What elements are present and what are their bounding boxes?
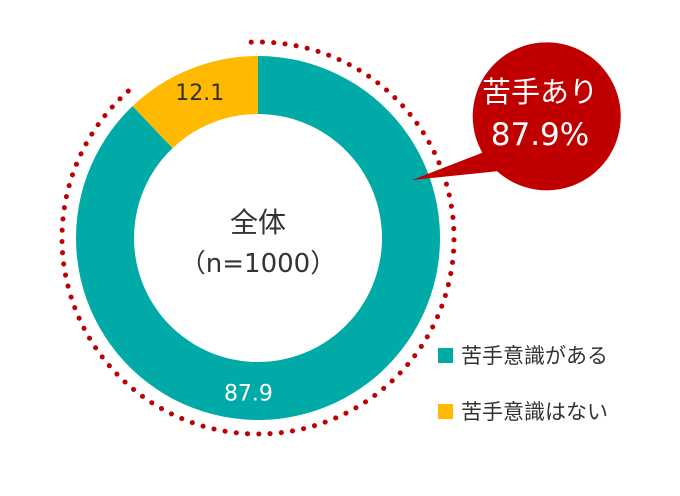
legend-swatch-aware <box>438 347 453 363</box>
slice-label-aware: 87.9 <box>224 382 273 407</box>
callout-value: 87.9% <box>491 117 589 153</box>
callout-bubble: 苦手あり 87.9% <box>412 42 621 191</box>
legend-item-not-aware: 苦手意識はない <box>438 396 608 426</box>
slice-not-aware <box>132 56 258 149</box>
slice-aware <box>75 56 441 420</box>
callout-title: 苦手あり <box>482 75 598 109</box>
donut-slices <box>75 56 441 420</box>
center-label-count: （n=1000） <box>180 249 336 279</box>
legend-swatch-not-aware <box>438 403 453 419</box>
legend-label-not-aware: 苦手意識はない <box>461 400 608 424</box>
center-label-title: 全体 <box>230 206 286 239</box>
legend-label-aware: 苦手意識がある <box>461 344 608 368</box>
legend-item-aware: 苦手意識がある <box>438 340 608 370</box>
callout-shape <box>412 42 621 191</box>
slice-label-not-aware: 12.1 <box>175 81 224 106</box>
highlight-dotted-outline <box>59 39 457 437</box>
